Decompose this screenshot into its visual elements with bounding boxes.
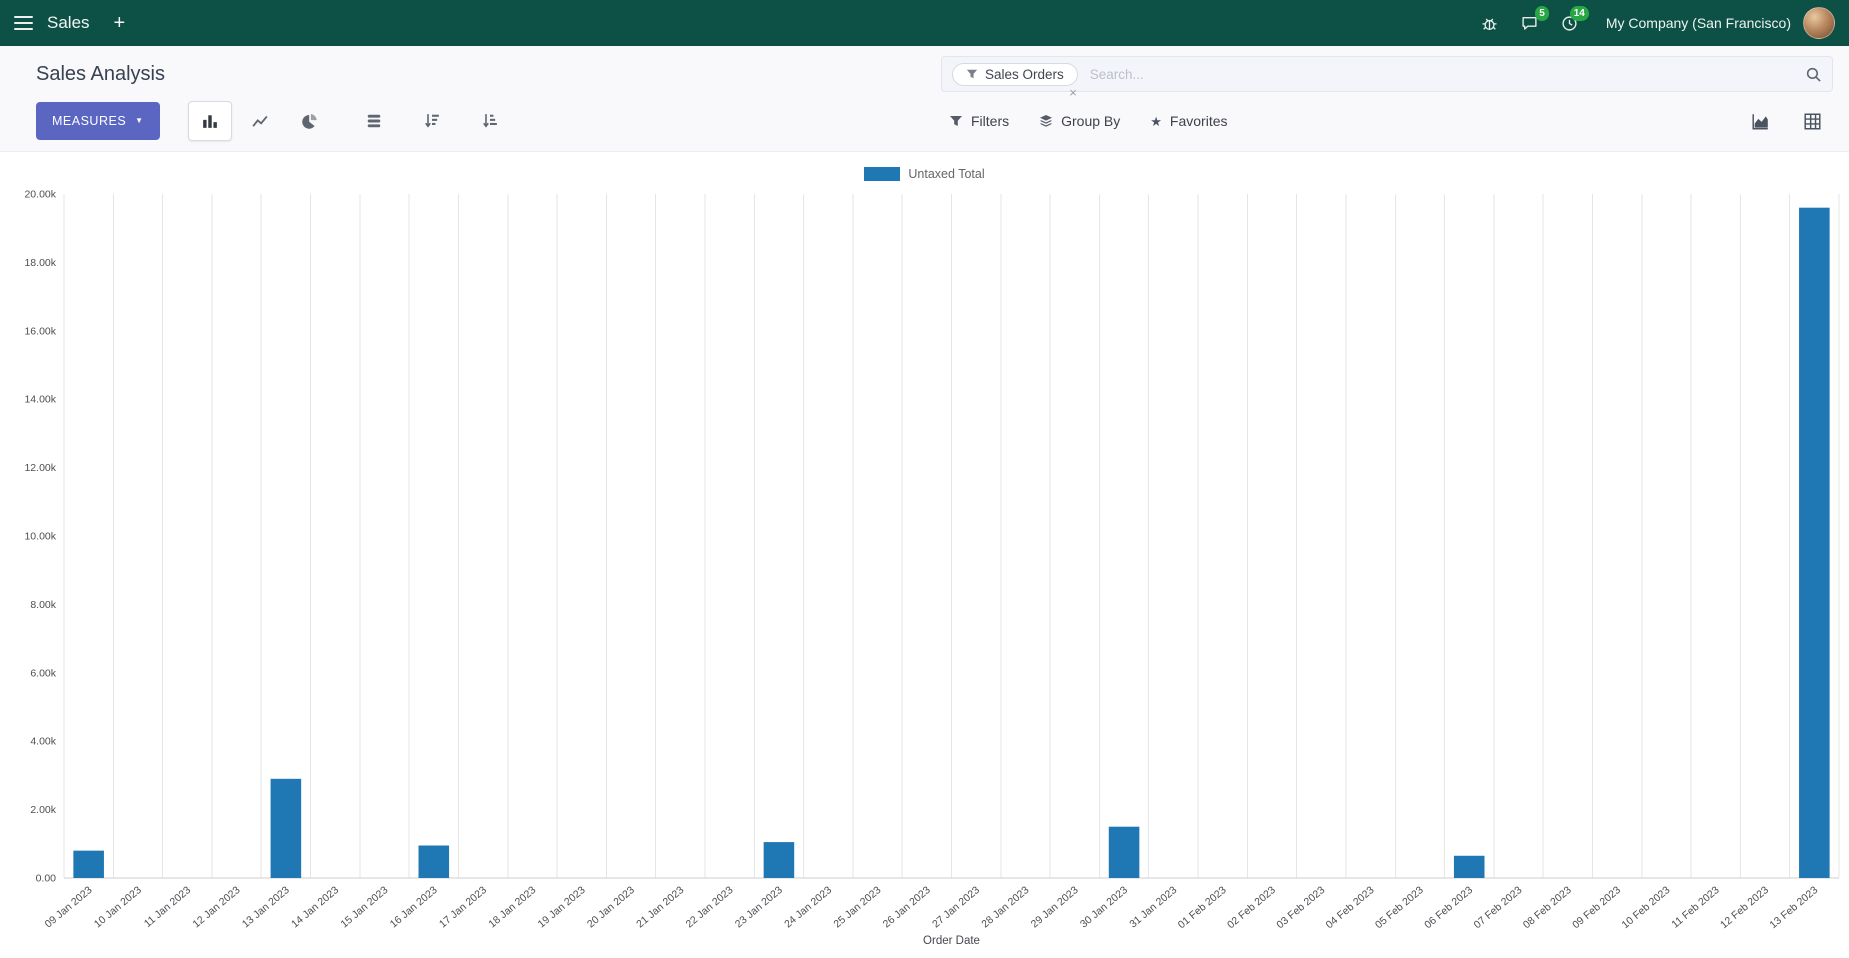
graph-view-button[interactable] [1739,102,1781,140]
chart-type-switcher [187,101,332,141]
svg-text:28 Jan 2023: 28 Jan 2023 [979,884,1031,930]
svg-text:11 Jan 2023: 11 Jan 2023 [142,884,194,930]
svg-text:12 Feb 2023: 12 Feb 2023 [1718,884,1771,931]
caret-down-icon: ▼ [135,116,144,125]
svg-text:15 Jan 2023: 15 Jan 2023 [338,884,390,930]
group-by-menu[interactable]: Group By [1039,113,1120,129]
svg-text:31 Jan 2023: 31 Jan 2023 [1127,884,1179,930]
favorites-menu[interactable]: ★ Favorites [1150,113,1227,129]
debug-bug-icon[interactable] [1479,12,1501,34]
legend-label: Untaxed Total [908,167,985,181]
svg-text:8.00k: 8.00k [30,599,56,611]
messages-icon[interactable]: 5 [1519,6,1549,34]
chart-legend[interactable]: Untaxed Total [0,162,1849,186]
svg-text:10.00k: 10.00k [24,531,56,543]
svg-text:18 Jan 2023: 18 Jan 2023 [486,884,538,930]
svg-text:01 Feb 2023: 01 Feb 2023 [1176,884,1229,931]
filter-funnel-icon [950,116,962,126]
facet-label: Sales Orders [985,66,1064,82]
app-menu-sales[interactable]: Sales [47,13,90,32]
svg-text:25 Jan 2023: 25 Jan 2023 [831,884,883,930]
chart-area: Untaxed Total 0.00 2.00k 4.00k 6.00k 8.00k 10… [0,152,1849,954]
svg-text:18.00k: 18.00k [24,257,56,269]
pie-chart-button[interactable] [288,101,332,141]
control-panel: Sales Analysis Sales Orders × MEASURES ▼ [0,46,1849,152]
svg-text:26 Jan 2023: 26 Jan 2023 [881,884,933,930]
bar-chart-button[interactable] [187,101,232,141]
svg-text:03 Feb 2023: 03 Feb 2023 [1274,884,1327,931]
search-icon [1805,66,1822,83]
plus-icon[interactable]: + [113,12,126,34]
area-chart-icon [1751,113,1768,130]
svg-text:08 Feb 2023: 08 Feb 2023 [1521,884,1574,931]
sales-bar-chart[interactable]: 0.00 2.00k 4.00k 6.00k 8.00k 10.00k 12.00k 14.0… [0,186,1849,954]
measures-label: MEASURES [52,114,127,128]
favorites-label: Favorites [1169,113,1228,129]
menu-icon[interactable] [14,16,33,30]
page-title: Sales Analysis [36,62,165,85]
view-switcher [1739,102,1833,140]
filters-label: Filters [971,113,1010,129]
legend-swatch [864,167,901,181]
svg-text:30 Jan 2023: 30 Jan 2023 [1078,884,1130,930]
facet-remove-icon[interactable]: × [1069,84,1077,100]
svg-text:20.00k: 20.00k [24,189,56,201]
search-input[interactable] [1087,65,1795,83]
search-options: Filters Group By ★ Favorites [941,113,1228,129]
svg-text:12 Jan 2023: 12 Jan 2023 [190,884,242,930]
chart-options [352,101,512,141]
svg-text:4.00k: 4.00k [30,736,56,748]
user-avatar[interactable] [1803,7,1835,39]
svg-text:16 Jan 2023: 16 Jan 2023 [388,884,440,930]
svg-text:14 Jan 2023: 14 Jan 2023 [289,884,341,930]
svg-text:6.00k: 6.00k [30,667,56,679]
svg-text:04 Feb 2023: 04 Feb 2023 [1324,884,1377,931]
svg-text:23 Jan 2023: 23 Jan 2023 [733,884,785,930]
pivot-view-button[interactable] [1791,102,1833,140]
svg-text:2.00k: 2.00k [30,804,56,816]
svg-text:05 Feb 2023: 05 Feb 2023 [1373,884,1426,931]
stacked-toggle-button[interactable] [352,101,396,141]
sort-ascending-button[interactable] [468,101,512,141]
svg-text:10 Jan 2023: 10 Jan 2023 [92,884,144,930]
star-icon: ★ [1150,113,1162,129]
svg-text:24 Jan 2023: 24 Jan 2023 [782,884,834,930]
svg-text:06 Feb 2023: 06 Feb 2023 [1422,884,1475,931]
svg-text:16.00k: 16.00k [24,325,56,337]
svg-text:09 Jan 2023: 09 Jan 2023 [43,884,95,930]
svg-text:20 Jan 2023: 20 Jan 2023 [585,884,637,930]
svg-text:09 Feb 2023: 09 Feb 2023 [1570,884,1623,931]
measures-button[interactable]: MEASURES ▼ [36,102,160,140]
svg-text:19 Jan 2023: 19 Jan 2023 [536,884,588,930]
group-by-label: Group By [1061,113,1121,129]
activities-badge: 14 [1569,6,1589,21]
messages-badge: 5 [1535,6,1549,21]
svg-text:Order Date: Order Date [923,935,980,947]
filter-funnel-icon [966,69,978,79]
svg-text:13 Feb 2023: 13 Feb 2023 [1767,884,1820,931]
top-navbar: Sales + 5 14 My Company (San Francisco) [0,0,1849,46]
svg-text:21 Jan 2023: 21 Jan 2023 [634,884,686,930]
svg-text:11 Feb 2023: 11 Feb 2023 [1669,884,1721,931]
layers-icon [1040,115,1053,127]
svg-text:10 Feb 2023: 10 Feb 2023 [1619,884,1672,931]
svg-text:0.00: 0.00 [36,873,57,885]
svg-text:07 Feb 2023: 07 Feb 2023 [1472,884,1525,931]
filters-menu[interactable]: Filters [949,113,1009,129]
svg-text:29 Jan 2023: 29 Jan 2023 [1029,884,1081,930]
pivot-grid-icon [1803,112,1821,130]
svg-text:14.00k: 14.00k [24,394,56,406]
line-chart-button[interactable] [238,101,282,141]
company-switcher[interactable]: My Company (San Francisco) [1605,15,1791,31]
svg-text:27 Jan 2023: 27 Jan 2023 [930,884,982,930]
search-bar[interactable]: Sales Orders × [941,56,1833,99]
search-facet-sales-orders[interactable]: Sales Orders × [952,62,1078,99]
sort-descending-button[interactable] [410,101,454,141]
activities-clock-icon[interactable]: 14 [1559,6,1589,34]
svg-text:13 Jan 2023: 13 Jan 2023 [240,884,292,930]
svg-text:02 Feb 2023: 02 Feb 2023 [1225,884,1278,931]
svg-text:22 Jan 2023: 22 Jan 2023 [684,884,736,930]
svg-text:17 Jan 2023: 17 Jan 2023 [437,884,489,930]
svg-text:12.00k: 12.00k [24,462,56,474]
